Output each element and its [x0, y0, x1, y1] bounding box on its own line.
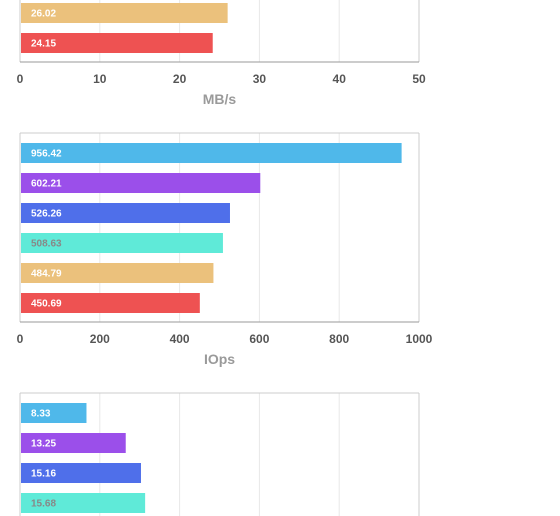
- x-tick-label: 600: [249, 332, 269, 346]
- x-tick-label: 40: [333, 72, 347, 86]
- bar: [21, 433, 126, 453]
- bar: [21, 203, 230, 223]
- bar: [21, 3, 228, 23]
- x-axis-label: IOps: [204, 351, 235, 367]
- x-tick-label: 10: [93, 72, 107, 86]
- bar-value-label: 24.15: [31, 39, 56, 50]
- bar-value-label: 8.33: [31, 409, 51, 420]
- x-tick-label: 30: [253, 72, 267, 86]
- x-tick-label: 1000: [406, 332, 433, 346]
- bar-value-label: 526.26: [31, 209, 62, 220]
- bar: [21, 233, 223, 253]
- bar: [21, 403, 87, 423]
- x-axis-label: MB/s: [203, 91, 237, 107]
- x-tick-label: 50: [412, 72, 426, 86]
- bar-value-label: 26.02: [31, 9, 56, 20]
- x-tick-label: 0: [17, 72, 24, 86]
- x-tick-label: 800: [329, 332, 349, 346]
- bar: [21, 33, 213, 53]
- bar-value-label: 15.68: [31, 499, 56, 510]
- bar: [21, 173, 261, 193]
- bar-value-label: 15.16: [31, 469, 56, 480]
- bar-value-label: 484.79: [31, 269, 62, 280]
- bar: [21, 293, 200, 313]
- bar: [21, 263, 214, 283]
- bar: [21, 143, 402, 163]
- bar: [21, 493, 146, 513]
- bar-value-label: 956.42: [31, 149, 62, 160]
- bar-value-label: 508.63: [31, 239, 62, 250]
- bar-value-label: 450.69: [31, 299, 62, 310]
- x-tick-label: 200: [90, 332, 110, 346]
- bar: [21, 463, 141, 483]
- x-tick-label: 0: [17, 332, 24, 346]
- bar-value-label: 602.21: [31, 179, 62, 190]
- x-tick-label: 20: [173, 72, 187, 86]
- bar-value-label: 13.25: [31, 439, 56, 450]
- x-tick-label: 400: [170, 332, 190, 346]
